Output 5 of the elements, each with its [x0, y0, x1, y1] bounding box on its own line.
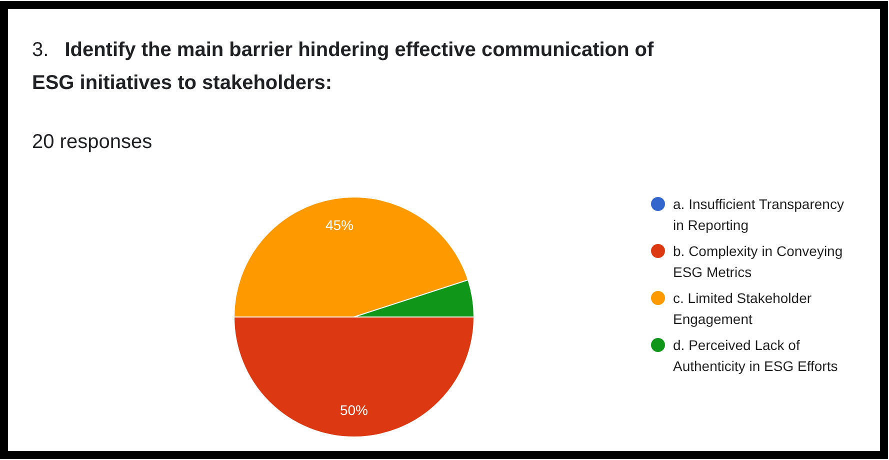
data-label: 45%	[325, 217, 354, 234]
chart-subtitle: 20 responses	[32, 131, 152, 153]
data-label: 50%	[340, 402, 368, 418]
chart-title: 3. Identify the main barrier hindering effective communication of ESG initiatives to stakeholders:	[32, 39, 654, 94]
legend-label: d. Perceived Lack of Authenticity in ESG Efforts	[673, 337, 838, 374]
